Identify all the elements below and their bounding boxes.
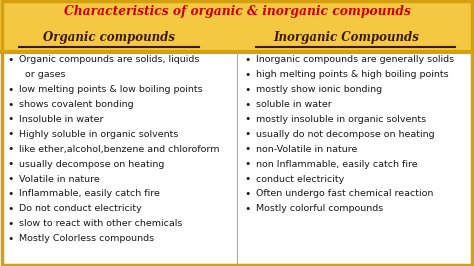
Bar	[0, 0, 474, 52]
Text: like ether,alcohol,benzene and chloroform: like ether,alcohol,benzene and chlorofor…	[19, 145, 219, 154]
Text: Highly soluble in organic solvents: Highly soluble in organic solvents	[19, 130, 178, 139]
Text: •: •	[7, 144, 13, 154]
Text: shows covalent bonding: shows covalent bonding	[19, 100, 134, 109]
Text: non-Volatile in nature: non-Volatile in nature	[256, 145, 357, 154]
Text: Organic compounds: Organic compounds	[43, 31, 175, 44]
Text: •: •	[244, 144, 250, 154]
Text: •: •	[244, 129, 250, 139]
Text: mostly insoluble in organic solvents: mostly insoluble in organic solvents	[256, 115, 426, 124]
Text: Characteristics of organic & inorganic compounds: Characteristics of organic & inorganic c…	[64, 5, 410, 18]
Text: •: •	[7, 219, 13, 229]
Text: or gases: or gases	[19, 70, 65, 79]
Text: high melting points & high boiling points: high melting points & high boiling point…	[256, 70, 448, 79]
Text: •: •	[7, 159, 13, 169]
Text: Inorganic compounds are generally solids: Inorganic compounds are generally solids	[256, 55, 454, 64]
Text: Organic compounds are solids, liquids: Organic compounds are solids, liquids	[19, 55, 200, 64]
Text: Mostly colorful compounds: Mostly colorful compounds	[256, 204, 383, 213]
Text: non Inflammable, easily catch fire: non Inflammable, easily catch fire	[256, 160, 418, 169]
Text: •: •	[7, 55, 13, 65]
Text: Volatile in nature: Volatile in nature	[19, 174, 100, 184]
Text: •: •	[244, 174, 250, 184]
Text: •: •	[244, 189, 250, 199]
Text: •: •	[244, 70, 250, 80]
Text: low melting points & low boiling points: low melting points & low boiling points	[19, 85, 202, 94]
Text: •: •	[244, 99, 250, 110]
Text: •: •	[7, 204, 13, 214]
Text: •: •	[7, 85, 13, 95]
Text: •: •	[244, 204, 250, 214]
Text: •: •	[7, 234, 13, 244]
Text: •: •	[7, 99, 13, 110]
Text: Mostly Colorless compounds: Mostly Colorless compounds	[19, 234, 154, 243]
Text: •: •	[244, 55, 250, 65]
Text: conduct electricity: conduct electricity	[256, 174, 344, 184]
Text: Inflammable, easily catch fire: Inflammable, easily catch fire	[19, 189, 160, 198]
Text: •: •	[7, 174, 13, 184]
Text: soluble in water: soluble in water	[256, 100, 332, 109]
Text: Insoluble in water: Insoluble in water	[19, 115, 103, 124]
Text: •: •	[7, 129, 13, 139]
Text: •: •	[7, 189, 13, 199]
Text: Often undergo fast chemical reaction: Often undergo fast chemical reaction	[256, 189, 433, 198]
Text: mostly show ionic bonding: mostly show ionic bonding	[256, 85, 382, 94]
Text: •: •	[7, 114, 13, 124]
Text: •: •	[244, 159, 250, 169]
Text: usually decompose on heating: usually decompose on heating	[19, 160, 164, 169]
Text: Inorganic Compounds: Inorganic Compounds	[273, 31, 419, 44]
Text: Do not conduct electricity: Do not conduct electricity	[19, 204, 142, 213]
Text: •: •	[244, 85, 250, 95]
Text: •: •	[244, 114, 250, 124]
Bar	[0, 52, 474, 266]
Text: slow to react with other chemicals: slow to react with other chemicals	[19, 219, 182, 228]
Text: usually do not decompose on heating: usually do not decompose on heating	[256, 130, 435, 139]
